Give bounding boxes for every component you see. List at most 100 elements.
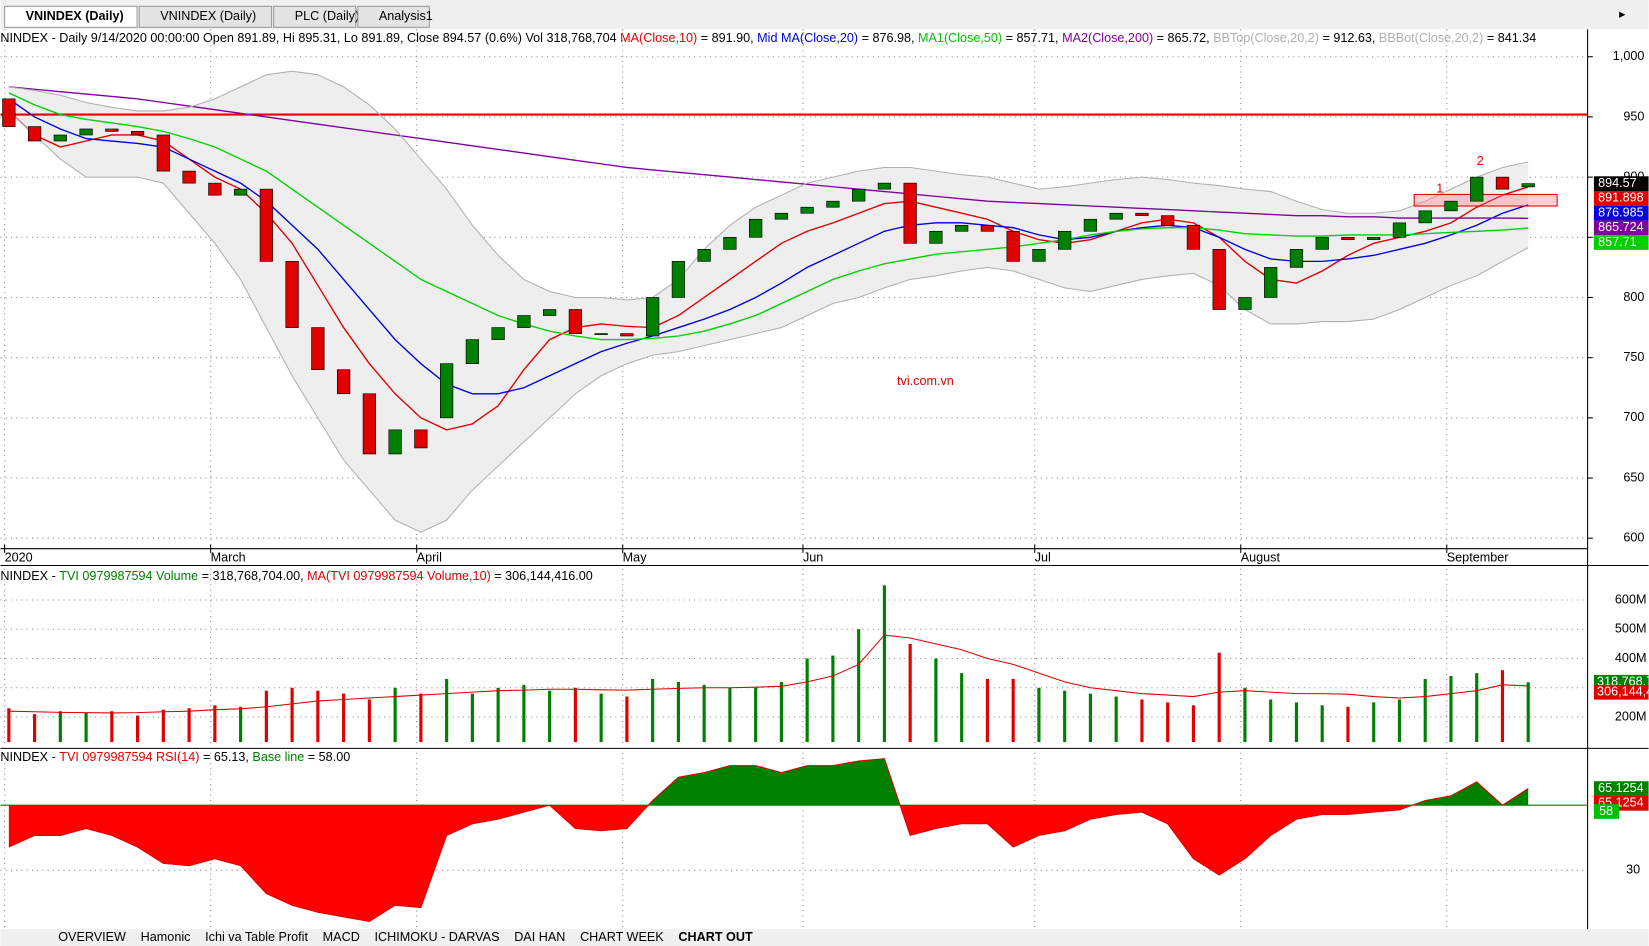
volume-bar xyxy=(1320,705,1324,743)
volume-bar xyxy=(934,658,938,743)
volume-bar xyxy=(290,687,294,743)
volume-bar xyxy=(831,655,835,743)
x-tick-label: 2020 xyxy=(5,550,33,564)
candle-body xyxy=(233,188,248,196)
volume-bar xyxy=(393,687,397,743)
volume-bar xyxy=(367,699,371,743)
header-part: MA(Close,10) xyxy=(620,31,697,45)
tab[interactable] xyxy=(4,5,138,28)
volume-bar xyxy=(1166,702,1170,743)
volume-bar xyxy=(1423,678,1427,743)
header-part: BBBot(Close,20,2) xyxy=(1379,31,1483,45)
candle-body xyxy=(1289,249,1304,268)
candle-body xyxy=(1495,176,1510,190)
sheet-tab[interactable]: OVERVIEW xyxy=(58,930,126,944)
header-part: = 876.98, xyxy=(858,31,918,45)
tab[interactable] xyxy=(357,5,430,28)
candle-body xyxy=(929,230,943,244)
y-tick-label: 600 xyxy=(1623,531,1644,545)
volume-bar xyxy=(445,678,449,743)
bollinger-band xyxy=(8,71,1529,533)
volume-bar xyxy=(960,673,964,743)
candle-body xyxy=(697,249,711,262)
sheet-tab[interactable]: ICHIMOKU - DARVAS xyxy=(375,930,500,944)
sheet-tab[interactable]: Ichi va Table Profit xyxy=(205,930,308,944)
candle-body xyxy=(259,188,273,262)
header-part: BBTop(Close,20,2) xyxy=(1213,31,1319,45)
volume-bar xyxy=(908,643,912,743)
price-tag xyxy=(1593,235,1649,250)
sheet-tab[interactable]: Hamonic xyxy=(141,930,191,944)
sheet-tab[interactable]: DAI HAN xyxy=(514,930,565,944)
volume-ma xyxy=(8,634,1529,714)
volume-bar xyxy=(754,687,758,743)
rsi-line xyxy=(8,758,1529,923)
price-tag-label: 857.71 xyxy=(1598,235,1637,249)
candle-body xyxy=(27,126,42,142)
volume-bar xyxy=(1475,673,1479,743)
price-tag xyxy=(1593,191,1649,206)
x-tick-label: August xyxy=(1241,550,1281,564)
header-part: Base line xyxy=(252,750,304,764)
x-tick-label: May xyxy=(623,550,648,564)
candle-body xyxy=(1135,212,1149,216)
volume-tag xyxy=(1593,684,1649,700)
candle-body xyxy=(1161,215,1175,226)
x-tick-label: Jul xyxy=(1035,550,1051,564)
y-tick-label: 500M xyxy=(1615,622,1647,636)
sheet-tab[interactable]: CHART OUT xyxy=(678,930,753,944)
ma-line xyxy=(8,70,1529,301)
candle-body xyxy=(903,182,917,244)
header-part: TVI 0979987594 RSI(14) xyxy=(59,750,199,764)
zone-box xyxy=(1413,193,1558,207)
volume-bar xyxy=(548,690,552,743)
tab-label[interactable]: VNINDEX (Daily) xyxy=(160,9,256,23)
candle-body xyxy=(208,182,222,196)
tab-label[interactable]: Analysis1 xyxy=(379,9,433,23)
sheet-tab[interactable]: MACD xyxy=(323,930,360,944)
candle-body xyxy=(980,224,995,232)
candle-body xyxy=(362,393,376,455)
panel-header: NINDEX - Daily 9/14/2020 00:00:00 Open 8… xyxy=(0,31,1536,45)
candle-body xyxy=(1186,224,1201,250)
base-tag-label: 58 xyxy=(1599,804,1613,818)
volume-bar xyxy=(110,711,114,743)
volume-bar xyxy=(651,678,655,743)
tab[interactable] xyxy=(273,5,357,28)
volume-bar xyxy=(33,714,37,743)
candle-body xyxy=(1392,222,1407,238)
candle-body xyxy=(1418,210,1432,224)
header-part: NINDEX - Daily 9/14/2020 00:00:00 Open 8… xyxy=(0,31,620,45)
header-part: = 58.00 xyxy=(304,750,350,764)
scroll-arrow[interactable]: ▸ xyxy=(1619,7,1626,21)
candle-body xyxy=(671,261,686,298)
header-part: TVI 0979987594 Volume xyxy=(59,569,198,583)
volume-bar xyxy=(1140,699,1144,743)
rsi-fill-below xyxy=(8,805,1413,922)
x-tick-label: Jun xyxy=(803,550,823,564)
header-part: = 891.90, xyxy=(697,31,757,45)
candle-body xyxy=(414,429,428,449)
candle-body xyxy=(440,363,454,419)
sheet-tab[interactable]: CHART WEEK xyxy=(580,930,664,944)
tab[interactable] xyxy=(138,5,273,28)
candle-body xyxy=(852,188,866,202)
volume-bar xyxy=(728,687,732,743)
volume-bar xyxy=(1217,652,1221,743)
tab-label[interactable]: PLC (Daily) xyxy=(295,9,359,23)
volume-bar xyxy=(7,708,11,743)
ma-line xyxy=(8,86,1529,220)
header-part: NINDEX - xyxy=(0,750,59,764)
volume-bar xyxy=(1191,705,1196,743)
volume-bar xyxy=(1243,687,1247,743)
y-tick-label: 30 xyxy=(1626,863,1640,877)
volume-bar xyxy=(187,708,191,743)
x-tick-label: September xyxy=(1447,550,1509,564)
volume-bar xyxy=(1269,699,1273,743)
tab-label[interactable]: VNINDEX (Daily) xyxy=(26,9,124,23)
candle-body xyxy=(1006,230,1020,262)
price-tag-label: 891.898 xyxy=(1598,191,1644,205)
y-tick-label: 1,000 xyxy=(1613,49,1645,63)
candle-body xyxy=(2,98,16,127)
